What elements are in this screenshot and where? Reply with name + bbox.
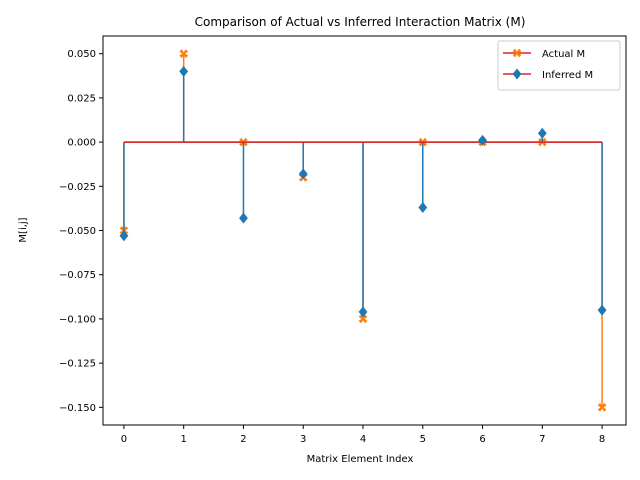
inferred-marker [179, 65, 189, 77]
x-tick-label: 3 [300, 434, 306, 445]
y-axis-label: M[i,j] [18, 217, 29, 242]
legend-item-inferred: Inferred M [503, 68, 593, 81]
y-tick-label: 0.050 [67, 49, 96, 60]
x-axis: 0 1 2 3 4 5 6 7 8 [121, 425, 605, 445]
y-tick-label: −0.125 [59, 359, 96, 370]
y-tick-label: 0.000 [67, 138, 96, 149]
actual-marker [179, 49, 189, 59]
chart-title: Comparison of Actual vs Inferred Interac… [195, 15, 526, 29]
y-tick-label: −0.050 [59, 226, 96, 237]
legend-label: Actual M [542, 49, 585, 60]
y-tick-label: −0.075 [59, 270, 96, 281]
plot-area [119, 49, 607, 412]
inferred-marker [537, 127, 547, 139]
inferred-marker [239, 212, 248, 224]
legend: Actual M Inferred M [497, 40, 621, 91]
x-tick-label: 7 [539, 434, 545, 445]
legend-label: Inferred M [542, 70, 593, 81]
y-tick-label: 0.025 [67, 93, 96, 104]
inferred-marker [478, 134, 487, 146]
y-axis: 0.050 0.025 0.000 −0.025 −0.050 −0.075 −0.100 −… [59, 49, 103, 414]
x-tick-label: 8 [599, 434, 605, 445]
inferred-marker [119, 230, 129, 242]
inferred-marker [418, 202, 428, 214]
inferred-marker [298, 168, 308, 180]
legend-item-actual: Actual M [503, 48, 585, 60]
x-axis-label: Matrix Element Index [307, 454, 414, 465]
x-tick-label: 0 [121, 434, 127, 445]
x-tick-label: 5 [420, 434, 426, 445]
inferred-marker [358, 306, 368, 318]
x-tick-label: 1 [181, 434, 187, 445]
y-tick-label: −0.100 [59, 314, 96, 325]
y-tick-label: −0.150 [59, 403, 96, 414]
actual-marker [597, 402, 607, 412]
x-tick-label: 6 [479, 434, 485, 445]
legend-marker [512, 48, 522, 58]
x-tick-label: 2 [240, 434, 246, 445]
y-tick-label: −0.025 [59, 182, 96, 193]
plot-frame [102, 35, 627, 426]
actual-marker [358, 314, 368, 324]
inferred-marker [597, 304, 607, 316]
x-tick-label: 4 [360, 434, 366, 445]
legend-marker [512, 68, 522, 80]
